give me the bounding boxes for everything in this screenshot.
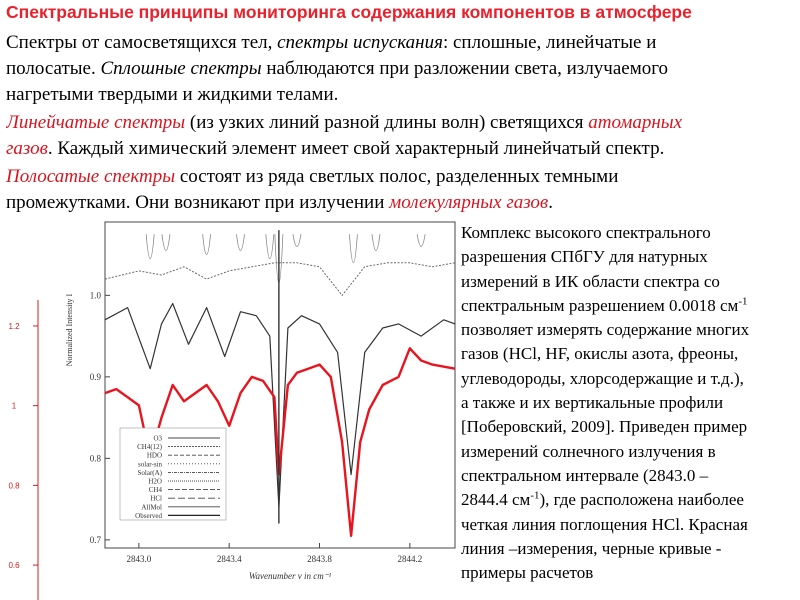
side-description: Комплекс высокого спектрального разрешен… [461, 221, 800, 585]
side-line: позволяет измерять содержание многих [461, 320, 750, 340]
term-band-spectra: Полосатые спектры [6, 166, 176, 187]
text-fragment: состоят из ряда светлых полос, разделенн… [175, 166, 619, 187]
side-text: 2844.4 см [461, 490, 531, 510]
legend-label: CH4(12) [137, 443, 163, 451]
paragraph-line-spectra: Линейчатые спектры (из узких линий разно… [6, 110, 800, 162]
outer-y-tick-label: 1.2 [8, 322, 20, 331]
term-gases: газов [6, 138, 48, 159]
y-tick-label: 0.9 [90, 372, 102, 382]
legend-label: solar-sin [138, 460, 162, 468]
paragraph-emission-spectra: Спектры от самосветящихся тел, спектры и… [6, 30, 800, 108]
text-fragment: нагретыми твердыми и жидкими телами. [6, 84, 339, 105]
text-fragment: наблюдаются при разложении света, излуча… [261, 58, 669, 79]
text-fragment: Спектры от самосветящихся тел, [6, 32, 278, 53]
x-tick-label: 2843.0 [126, 554, 151, 564]
legend-label: AllMol [141, 503, 162, 511]
side-line: спектральным разрешением 0.0018 см-1 [461, 294, 800, 318]
top-absorption-line [236, 234, 245, 251]
term-line-spectra: Линейчатые спектры [6, 112, 186, 133]
x-axis-label: Wavenumber ν in cm⁻¹ [249, 571, 332, 581]
y-tick-label: 0.8 [90, 453, 102, 463]
side-line: четкая линия поглощения HCl. Красная [461, 514, 748, 534]
side-line: [Поберовский, 2009]. Приведен пример [461, 417, 748, 437]
legend-label: HCl [150, 495, 162, 503]
top-absorption-line [265, 234, 275, 259]
text-fragment: (из узких линий разной длины волн) светя… [185, 112, 589, 133]
side-line: 2844.4 см-1), где расположена наиболее [461, 488, 800, 512]
side-text: ), где расположена наиболее [539, 490, 744, 510]
side-line: спектральном интервале (2843.0 – [461, 465, 709, 485]
x-tick-label: 2843.4 [217, 554, 242, 564]
paragraph-band-spectra: Полосатые спектры состоят из ряда светлы… [6, 164, 800, 216]
term-atomic: атомарных [588, 112, 683, 133]
side-line: а также и их вертикальные профили [461, 393, 724, 413]
outer-y-tick-label: 0.6 [8, 561, 20, 570]
text-fragment: . Каждый химический элемент имеет свой х… [47, 138, 665, 159]
superscript: -1 [738, 295, 748, 308]
side-line: углеводороды, хлорсодержащие и т.д.), [461, 368, 744, 388]
side-line: газов (HCl, HF, окислы азота, фреоны, [461, 344, 739, 364]
superscript: -1 [530, 489, 540, 502]
x-tick-label: 2844.2 [397, 554, 422, 564]
top-absorption-line [145, 234, 155, 259]
text-fragment: полосатые. [6, 58, 101, 79]
text-fragment: промежутками. Они возникают при излучени… [6, 192, 390, 213]
x-tick-label: 2843.8 [307, 554, 332, 564]
legend-label: HDO [147, 452, 162, 460]
series-line-transmittance [104, 262, 456, 296]
slide-title: Спектральные принципы мониторинга содерж… [6, 2, 692, 22]
plot-frame [104, 221, 456, 549]
side-text: спектральным разрешением 0.0018 см [461, 295, 739, 315]
side-line: Комплекс высокого спектрального [461, 223, 711, 242]
legend-label: Observed [135, 512, 162, 520]
side-line: измерений в ИК области спектра со [461, 271, 720, 291]
term-continuous-spectra: Сплошные спектры [100, 58, 262, 79]
spectrum-chart: 2843.0 2843.4 2843.8 2844.2 0.7 0.8 0.9 1.0 Wave… [8, 221, 456, 600]
side-line: примеры расчетов [461, 563, 594, 583]
term-molecular-gases: молекулярных газов [389, 192, 549, 213]
side-line: линия –измерения, черные кривые - [461, 538, 722, 558]
top-absorption-line [292, 234, 302, 247]
side-line: измерений солнечного излучения в [461, 441, 716, 461]
legend-label: H2O [148, 478, 162, 486]
legend-label: Solar(A) [138, 469, 163, 477]
outer-y-tick-label: 0.8 [8, 481, 20, 490]
term-emission-spectra: спектры испускания [277, 32, 443, 53]
top-absorption-line [161, 234, 171, 251]
text-fragment: . [548, 192, 553, 213]
top-absorption-line [202, 234, 212, 255]
y-tick-label: 0.7 [90, 535, 102, 545]
top-absorption-line [348, 234, 358, 263]
outer-y-tick-label: 1 [12, 402, 17, 411]
top-absorption-line [416, 234, 426, 247]
legend-label: O3 [153, 435, 162, 443]
top-absorption-line [371, 234, 381, 251]
series-line-observed [104, 347, 456, 537]
legend-box [119, 427, 227, 521]
y-tick-label: 1.0 [90, 290, 102, 300]
text-fragment: : сплошные, линейчатые и [442, 32, 657, 53]
side-line: разрешения СПбГУ для натурных [461, 247, 708, 267]
y-axis-label: Normalized Intensity I [65, 293, 74, 366]
legend-label: CH4 [149, 486, 163, 494]
